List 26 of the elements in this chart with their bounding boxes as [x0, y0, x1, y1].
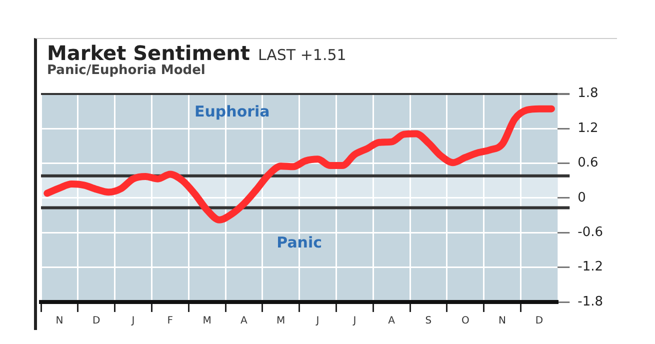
x-tick-label: D — [92, 315, 100, 326]
text: LAST +1.51 — [258, 46, 346, 64]
x-tick-label: F — [167, 315, 174, 326]
chart-title: Market Sentiment — [47, 41, 250, 65]
x-tick-label: O — [461, 315, 470, 326]
y-tick-label: 0 — [578, 190, 586, 205]
x-tick-label: J — [352, 315, 356, 326]
chart-subtitle: Panic/Euphoria Model — [47, 63, 206, 78]
x-tick-label: D — [535, 315, 544, 326]
x-tick-label: M — [202, 315, 212, 326]
x-tick-label: S — [425, 315, 432, 326]
x-tick-label: N — [498, 315, 506, 326]
x-tick-label: J — [315, 315, 320, 326]
y-tick-label: -1.8 — [578, 294, 604, 310]
y-tick-label: 0.6 — [578, 155, 598, 170]
x-tick-label: A — [388, 315, 396, 326]
x-tick-label: A — [240, 315, 248, 326]
y-tick-label: -1.2 — [578, 259, 604, 274]
annotation: Panic — [276, 233, 322, 252]
y-tick-label: 1.2 — [578, 120, 598, 136]
x-tick-label: J — [130, 315, 135, 326]
y-tick-label: -0.6 — [578, 224, 604, 240]
x-tick-label: M — [276, 315, 286, 326]
annotation: Euphoria — [194, 102, 270, 120]
x-tick-label: N — [56, 315, 64, 326]
y-tick-label: 1.8 — [578, 86, 598, 101]
